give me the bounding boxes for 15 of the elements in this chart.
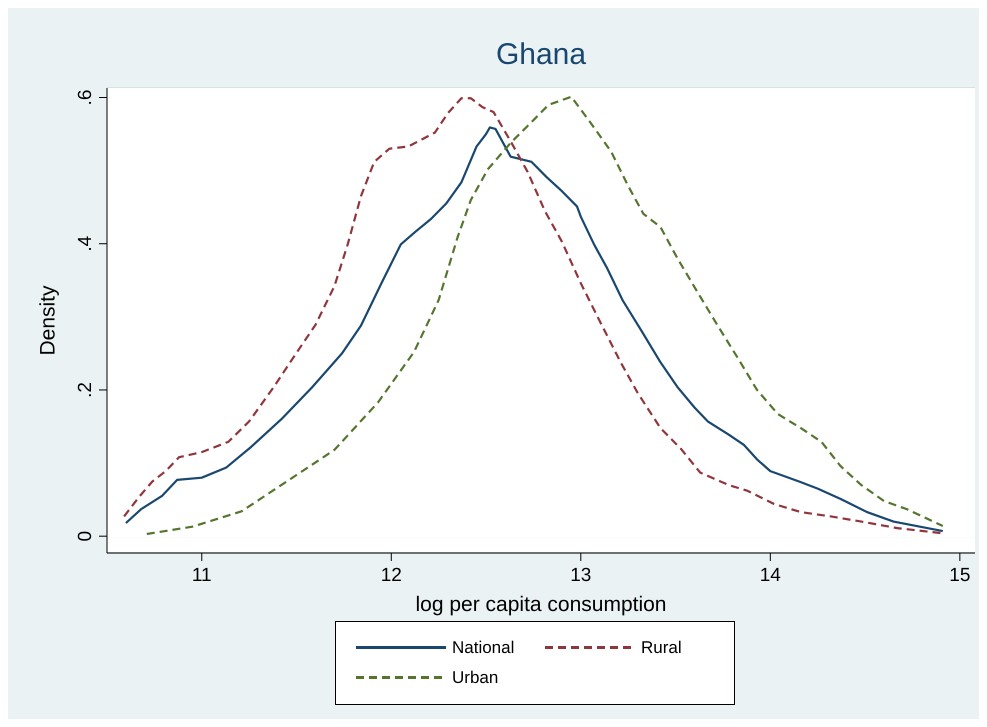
x-axis-title: log per capita consumption — [416, 593, 666, 616]
x-tick-label: 14 — [760, 565, 782, 586]
legend-label: Rural — [641, 638, 682, 658]
y-tick-label: 0 — [75, 530, 96, 542]
y-tick-label: .6 — [75, 90, 96, 106]
y-tick-label: .4 — [75, 235, 96, 252]
x-tick-label: 13 — [570, 565, 592, 586]
x-tick-label: 12 — [380, 565, 402, 586]
chart-title: Ghana — [494, 38, 588, 72]
y-tick-label: .2 — [75, 382, 96, 398]
legend-label: National — [452, 638, 514, 658]
x-tick-label: 15 — [949, 565, 970, 586]
x-tick-label: 11 — [192, 565, 212, 586]
y-axis-title: Density — [36, 284, 60, 356]
legend-label: Urban — [452, 668, 498, 688]
